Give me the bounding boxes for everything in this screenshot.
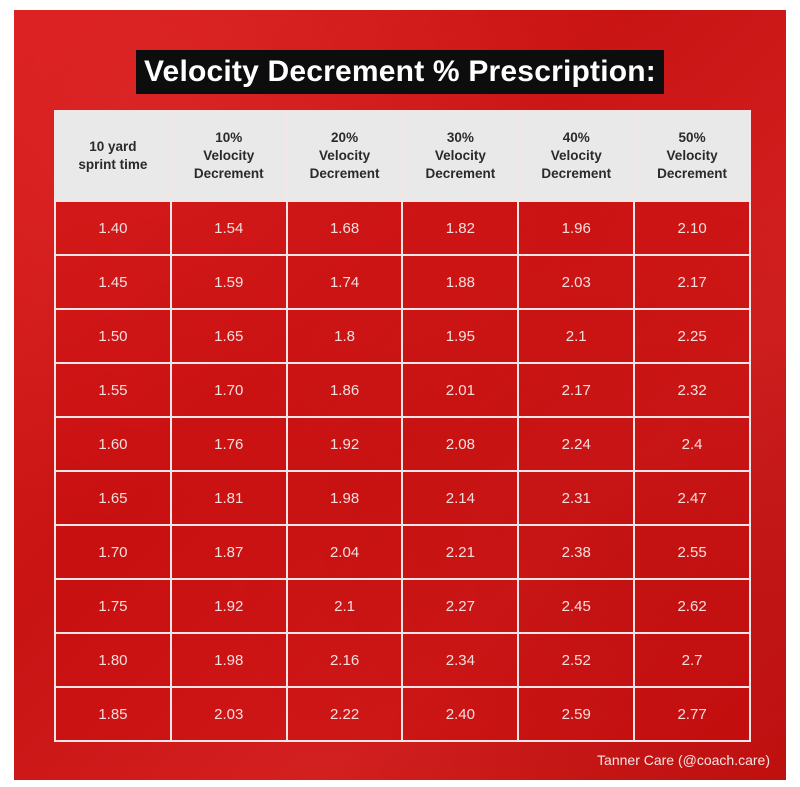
- table-row: 1.60 1.76 1.92 2.08 2.24 2.4: [54, 416, 751, 472]
- decrement-cell: 1.82: [401, 200, 520, 256]
- decrement-cell: 2.24: [517, 416, 636, 472]
- poster: Velocity Decrement % Prescription: 10 ya…: [14, 10, 786, 780]
- sprint-time-cell: 1.70: [54, 524, 172, 580]
- decrement-cell: 2.1: [517, 308, 636, 364]
- decrement-cell: 2.21: [401, 524, 520, 580]
- decrement-cell: 1.96: [517, 200, 636, 256]
- decrement-cell: 2.32: [633, 362, 751, 418]
- sprint-time-cell: 1.75: [54, 578, 172, 634]
- header-cell: 40% Velocity Decrement: [517, 110, 636, 202]
- table-body: 1.40 1.54 1.68 1.82 1.96 2.10 1.45 1.59 1.74 1.88…: [54, 200, 751, 742]
- decrement-cell: 2.31: [517, 470, 636, 526]
- decrement-cell: 2.03: [517, 254, 636, 310]
- decrement-cell: 1.98: [169, 632, 288, 688]
- decrement-cell: 2.45: [517, 578, 636, 634]
- sprint-time-cell: 1.45: [54, 254, 172, 310]
- decrement-cell: 1.98: [285, 470, 404, 526]
- decrement-cell: 2.55: [633, 524, 751, 580]
- header-cell: 10% Velocity Decrement: [169, 110, 288, 202]
- header-cell: 10 yard sprint time: [54, 110, 172, 202]
- header-cell: 50% Velocity Decrement: [633, 110, 751, 202]
- page-title: Velocity Decrement % Prescription:: [136, 50, 664, 94]
- decrement-cell: 2.40: [401, 686, 520, 742]
- decrement-cell: 2.14: [401, 470, 520, 526]
- table-row: 1.50 1.65 1.8 1.95 2.1 2.25: [54, 308, 751, 364]
- table-row: 1.40 1.54 1.68 1.82 1.96 2.10: [54, 200, 751, 256]
- decrement-cell: 2.16: [285, 632, 404, 688]
- decrement-cell: 1.74: [285, 254, 404, 310]
- decrement-cell: 1.65: [169, 308, 288, 364]
- decrement-cell: 2.03: [169, 686, 288, 742]
- table-row: 1.80 1.98 2.16 2.34 2.52 2.7: [54, 632, 751, 688]
- decrement-cell: 2.62: [633, 578, 751, 634]
- decrement-cell: 1.70: [169, 362, 288, 418]
- table-row: 1.75 1.92 2.1 2.27 2.45 2.62: [54, 578, 751, 634]
- table-row: 1.85 2.03 2.22 2.40 2.59 2.77: [54, 686, 751, 742]
- decrement-cell: 1.95: [401, 308, 520, 364]
- decrement-cell: 2.47: [633, 470, 751, 526]
- decrement-cell: 2.01: [401, 362, 520, 418]
- sprint-time-cell: 1.40: [54, 200, 172, 256]
- table-row: 1.55 1.70 1.86 2.01 2.17 2.32: [54, 362, 751, 418]
- decrement-cell: 2.27: [401, 578, 520, 634]
- decrement-cell: 2.4: [633, 416, 751, 472]
- decrement-cell: 1.59: [169, 254, 288, 310]
- table-header: 10 yard sprint time 10% Velocity Decreme…: [54, 110, 751, 202]
- decrement-cell: 2.59: [517, 686, 636, 742]
- decrement-cell: 1.76: [169, 416, 288, 472]
- credit: Tanner Care (@coach.care): [597, 752, 770, 768]
- sprint-time-cell: 1.55: [54, 362, 172, 418]
- decrement-cell: 1.92: [169, 578, 288, 634]
- header-cell: 30% Velocity Decrement: [401, 110, 520, 202]
- decrement-cell: 2.38: [517, 524, 636, 580]
- decrement-cell: 2.04: [285, 524, 404, 580]
- velocity-table: 10 yard sprint time 10% Velocity Decreme…: [54, 110, 751, 742]
- decrement-cell: 2.34: [401, 632, 520, 688]
- decrement-cell: 2.22: [285, 686, 404, 742]
- decrement-cell: 1.86: [285, 362, 404, 418]
- decrement-cell: 1.92: [285, 416, 404, 472]
- decrement-cell: 2.52: [517, 632, 636, 688]
- table-row: 1.45 1.59 1.74 1.88 2.03 2.17: [54, 254, 751, 310]
- decrement-cell: 1.68: [285, 200, 404, 256]
- sprint-time-cell: 1.85: [54, 686, 172, 742]
- sprint-time-cell: 1.65: [54, 470, 172, 526]
- header-cell: 20% Velocity Decrement: [285, 110, 404, 202]
- sprint-time-cell: 1.60: [54, 416, 172, 472]
- decrement-cell: 2.17: [517, 362, 636, 418]
- decrement-cell: 1.54: [169, 200, 288, 256]
- decrement-cell: 1.8: [285, 308, 404, 364]
- decrement-cell: 1.87: [169, 524, 288, 580]
- decrement-cell: 2.7: [633, 632, 751, 688]
- decrement-cell: 2.10: [633, 200, 751, 256]
- decrement-cell: 2.1: [285, 578, 404, 634]
- decrement-cell: 2.25: [633, 308, 751, 364]
- sprint-time-cell: 1.80: [54, 632, 172, 688]
- decrement-cell: 1.88: [401, 254, 520, 310]
- title-wrap: Velocity Decrement % Prescription:: [14, 50, 786, 94]
- table-row: 1.70 1.87 2.04 2.21 2.38 2.55: [54, 524, 751, 580]
- table-row: 1.65 1.81 1.98 2.14 2.31 2.47: [54, 470, 751, 526]
- sprint-time-cell: 1.50: [54, 308, 172, 364]
- decrement-cell: 2.77: [633, 686, 751, 742]
- decrement-cell: 2.17: [633, 254, 751, 310]
- decrement-cell: 2.08: [401, 416, 520, 472]
- header-row: 10 yard sprint time 10% Velocity Decreme…: [54, 110, 751, 202]
- decrement-cell: 1.81: [169, 470, 288, 526]
